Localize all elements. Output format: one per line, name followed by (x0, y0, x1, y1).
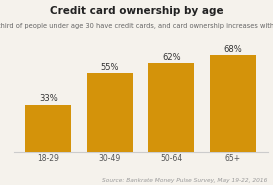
Text: 33%: 33% (39, 94, 58, 103)
Bar (210, 55, 256, 152)
Text: Credit card ownership by age: Credit card ownership by age (50, 6, 223, 16)
Text: 62%: 62% (162, 53, 181, 62)
Text: 55%: 55% (100, 63, 119, 72)
Text: 68%: 68% (224, 45, 242, 53)
Text: Source: Bankrate Money Pulse Survey, May 19-22, 2016: Source: Bankrate Money Pulse Survey, May… (102, 178, 268, 183)
Bar (25, 105, 71, 152)
Text: One-third of people under age 30 have credit cards, and card ownership increases: One-third of people under age 30 have cr… (0, 23, 273, 29)
Bar (87, 73, 133, 152)
Bar (148, 63, 194, 152)
